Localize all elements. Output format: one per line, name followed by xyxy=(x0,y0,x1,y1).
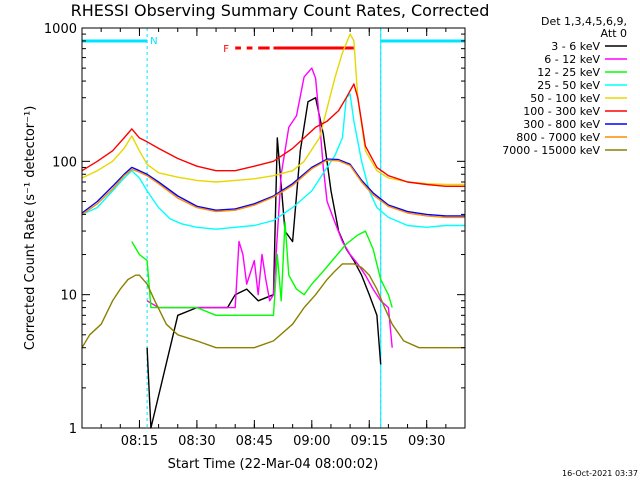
x-tick-label: 08:45 xyxy=(236,434,273,449)
series-line-3 xyxy=(131,221,393,316)
legend-header-attenuator: Att 0 xyxy=(601,27,627,40)
night-marker-label: N xyxy=(150,36,157,47)
chart-title: RHESSI Observing Summary Count Rates, Co… xyxy=(71,1,490,20)
legend-label-6: 100 - 300 keV xyxy=(523,105,600,118)
legend-label-8: 800 - 7000 keV xyxy=(516,131,600,144)
legend-label-2: 6 - 12 keV xyxy=(544,53,600,66)
legend-label-7: 300 - 800 keV xyxy=(523,118,600,131)
x-tick-label: 09:15 xyxy=(351,434,388,449)
x-tick-label: 08:30 xyxy=(178,434,215,449)
x-tick-label: 09:00 xyxy=(293,434,330,449)
x-axis-label: Start Time (22-Mar-04 08:00:02) xyxy=(168,457,379,472)
legend-label-5: 50 - 100 keV xyxy=(530,92,600,105)
y-axis-label: Corrected Count Rate (s⁻¹ detector⁻¹) xyxy=(23,106,38,351)
x-tick-label: 08:15 xyxy=(121,434,158,449)
x-tick-label: 09:30 xyxy=(408,434,445,449)
series-line-2 xyxy=(146,67,393,348)
legend-label-3: 12 - 25 keV xyxy=(537,66,600,79)
series-line-7 xyxy=(81,158,465,217)
y-tick-label: 1 xyxy=(69,422,77,437)
legend-header-detectors: Det 1,3,4,5,6,9, xyxy=(541,15,627,28)
axis-ticks: 1 10 100 1000 08:15 08:30 08:45 09:00 09:15 09:30 xyxy=(44,22,466,449)
series-line-9 xyxy=(81,263,465,349)
series-line-4 xyxy=(81,93,465,230)
y-tick-label: 100 xyxy=(52,155,77,170)
y-tick-label: 10 xyxy=(60,289,77,304)
legend-label-4: 25 - 50 keV xyxy=(537,79,600,92)
legend-label-1: 3 - 6 keV xyxy=(551,40,600,53)
timestamp: 16-Oct-2021 03:37 xyxy=(562,469,638,478)
y-tick-label: 1000 xyxy=(44,22,77,37)
legend-label-9: 7000 - 15000 keV xyxy=(502,144,600,157)
series-line-5 xyxy=(81,33,465,186)
series-line-6 xyxy=(81,83,465,188)
series-line-8 xyxy=(81,159,465,219)
flare-marker-label: F xyxy=(223,44,229,55)
